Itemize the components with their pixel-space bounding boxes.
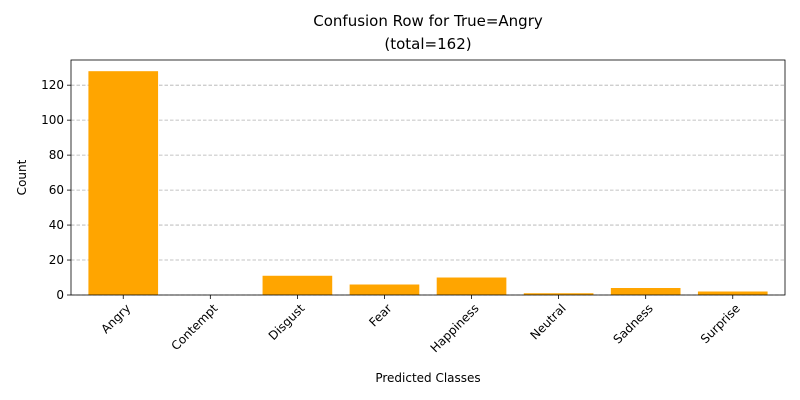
y-tick-label: 20: [49, 253, 64, 267]
x-axis: Angry Contempt Disgust Fear Happiness Neutral…: [98, 295, 743, 355]
x-tick-label: Neutral: [528, 301, 569, 342]
y-tick-label: 60: [49, 183, 64, 197]
x-tick-label: Surprise: [698, 301, 743, 346]
y-tick-label: 40: [49, 218, 64, 232]
bars: [88, 71, 768, 295]
y-tick-label: 120: [41, 78, 64, 92]
x-tick-label: Contempt: [169, 301, 221, 353]
y-axis-label: Count: [15, 159, 29, 195]
bar-neutral: [523, 293, 594, 295]
y-tick-label: 80: [49, 148, 64, 162]
x-tick-label: Disgust: [266, 301, 308, 343]
x-tick-label: Sadness: [610, 301, 655, 346]
x-tick-label: Happiness: [428, 301, 482, 355]
bar-angry: [88, 71, 159, 295]
x-tick-label: Angry: [98, 301, 133, 336]
y-axis: 0 20 40 60 80 100 120: [41, 78, 71, 302]
x-axis-label: Predicted Classes: [375, 371, 480, 385]
bar-surprise: [697, 291, 768, 295]
bar-sadness: [610, 288, 681, 295]
bar-happiness: [436, 277, 507, 295]
y-tick-label: 100: [41, 113, 64, 127]
chart-subtitle: (total=162): [384, 35, 471, 53]
y-tick-label: 0: [56, 288, 64, 302]
x-tick-label: Fear: [366, 301, 394, 329]
plot-frame: [70, 59, 786, 296]
bar-fear: [349, 284, 420, 295]
chart-title: Confusion Row for True=Angry: [313, 12, 543, 30]
bar-disgust: [262, 275, 333, 295]
gridlines: [71, 84, 785, 296]
